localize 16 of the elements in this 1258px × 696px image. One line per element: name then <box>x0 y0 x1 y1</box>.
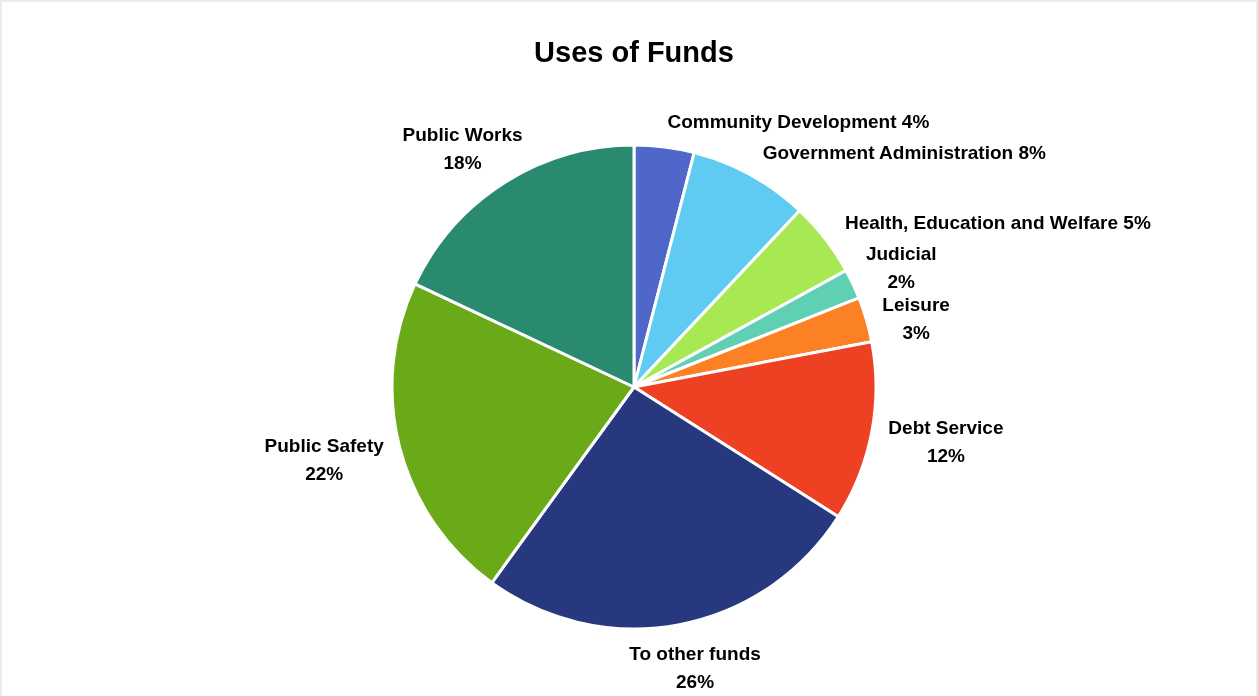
data-label: 18% <box>443 151 482 173</box>
chart-title: Uses of Funds <box>534 36 734 68</box>
slice-label: Community Development 4% <box>667 111 930 133</box>
data-label: 12% <box>926 445 966 467</box>
data-label: 22% <box>305 462 344 484</box>
slice-label: Public Safety <box>264 434 385 456</box>
slice-label: Public Works <box>402 123 523 145</box>
slice-label: Health, Education and Welfare 5% <box>844 212 1151 234</box>
slice-label: Judicial <box>865 242 937 264</box>
data-label: 26% <box>676 671 715 693</box>
data-label: 2% <box>887 270 916 292</box>
slice-label: Leisure <box>882 293 950 315</box>
slice-label: Government Administration 8% <box>762 142 1047 164</box>
slice-label: To other funds <box>629 643 761 665</box>
slice-label: Debt Service <box>888 417 1004 439</box>
data-label: 3% <box>902 321 930 343</box>
